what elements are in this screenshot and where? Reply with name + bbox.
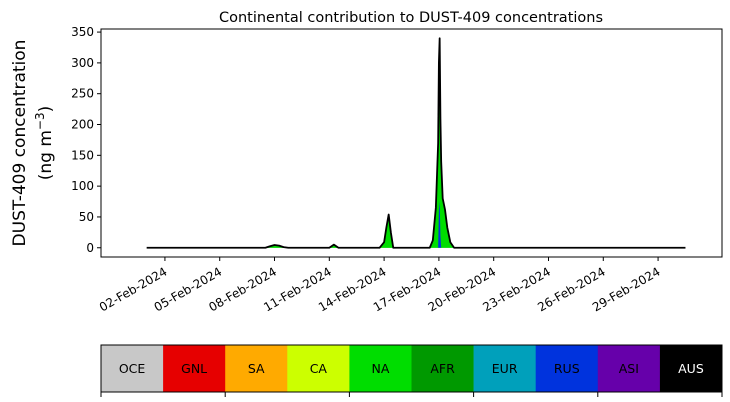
legend-label-ca: CA [310, 361, 328, 376]
chart-title: Continental contribution to DUST-409 con… [219, 10, 603, 26]
legend-swatch-sa [225, 345, 288, 392]
y-axis-label-line2: (ng m−3) [33, 106, 56, 181]
legend-label-na: NA [371, 361, 389, 376]
legend-swatch-rus [535, 345, 599, 392]
total-line [146, 37, 686, 249]
legend-swatch-afr [411, 345, 474, 392]
legend-swatch-asi [597, 345, 661, 392]
y-tick-label: 250 [71, 87, 94, 101]
legend-label-asi: ASI [619, 361, 639, 376]
legend-frame [100, 344, 723, 393]
legend-swatch-oce [101, 345, 164, 392]
y-tick-label: 300 [71, 56, 94, 70]
total-line-layer [146, 37, 686, 249]
legend-swatch-aus [659, 345, 723, 392]
legend-label-oce: OCE [119, 361, 146, 376]
y-tick-label: 200 [71, 118, 94, 132]
legend-swatch-gnl [163, 345, 226, 392]
legend-swatch-na [349, 345, 412, 392]
y-axis-label: DUST-409 concentration (ng m−3) [10, 40, 56, 247]
y-axis-label-unit-suffix: ) [36, 106, 56, 113]
legend-label-afr: AFR [430, 361, 455, 376]
region-colorbar-legend: OCE GNL SA CA NA AFR EUR RUS ASI AUS [100, 344, 723, 397]
y-tick-label: 0 [86, 241, 94, 255]
y-axis-label-unit-sup: −3 [33, 112, 47, 130]
legend-label-rus: RUS [554, 361, 580, 376]
y-tick-label: 100 [71, 179, 94, 193]
y-tick-label: 50 [79, 210, 94, 224]
y-axis: 0 50 100 150 200 250 300 350 [71, 25, 101, 255]
legend-label-eur: EUR [492, 361, 518, 376]
y-tick-label: 350 [71, 25, 94, 39]
legend-label-sa: SA [248, 361, 265, 376]
legend-swatch-eur [473, 345, 536, 392]
y-axis-label-line1: DUST-409 concentration [10, 40, 30, 247]
plot-frame [100, 28, 723, 258]
legend-swatch-ca [287, 345, 350, 392]
legend-label-aus: AUS [678, 361, 704, 376]
y-axis-label-unit-prefix: (ng m [36, 130, 56, 180]
legend-label-gnl: GNL [181, 361, 207, 376]
y-tick-label: 150 [71, 148, 94, 162]
